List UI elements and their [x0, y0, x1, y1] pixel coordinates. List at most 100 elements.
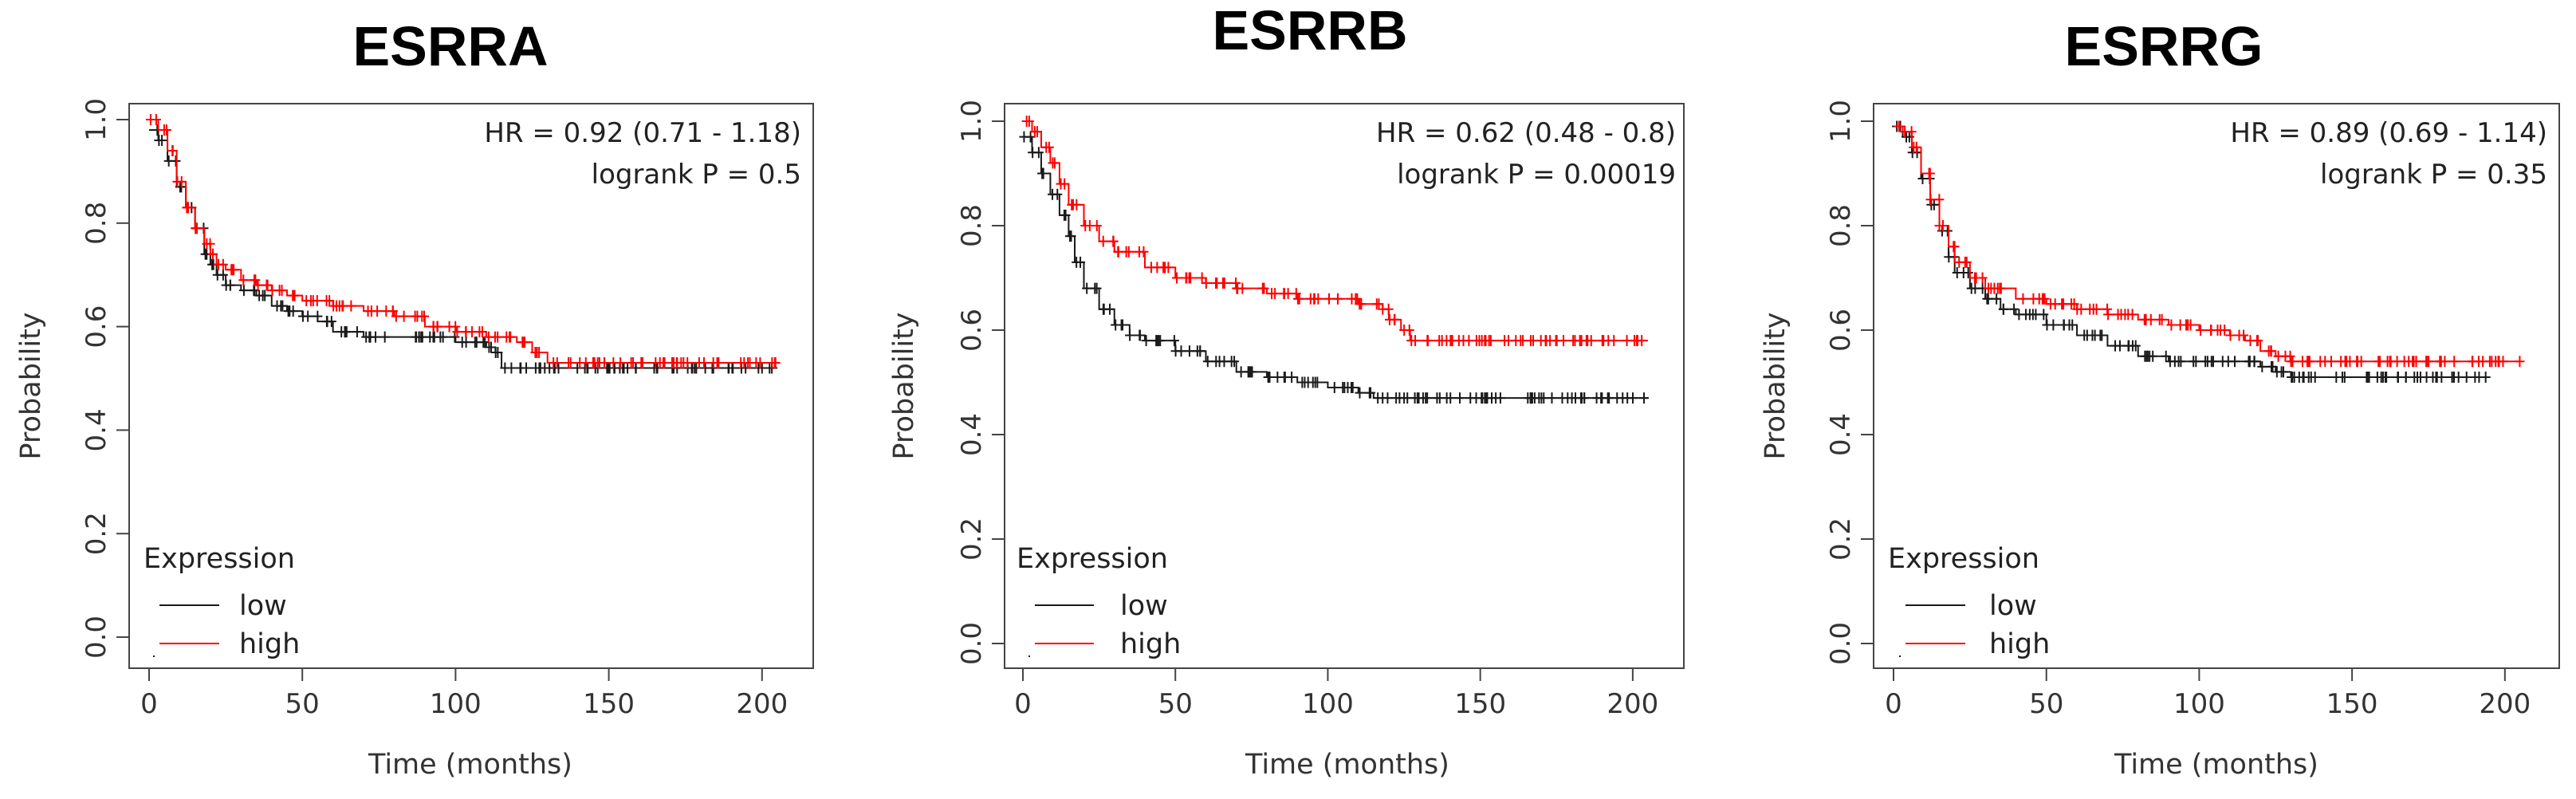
- censor-mark-low: [2276, 366, 2287, 378]
- panel-esrrb: ESRRB 0 50 100 150 200 0.0 0.2 0.4 0.6 0.8 1.0 Ti…: [888, 0, 1685, 781]
- censor-mark-low: [707, 362, 718, 374]
- y-tick-label: 0.8: [1825, 204, 1857, 247]
- censor-mark-low: [2470, 371, 2480, 383]
- censor-mark-high: [205, 238, 215, 250]
- censor-mark-high: [1378, 303, 1388, 315]
- censor-mark-high: [1324, 293, 1335, 305]
- censor-mark-high: [1172, 272, 1182, 284]
- censor-mark-high: [1113, 246, 1123, 258]
- censor-mark-low: [2097, 329, 2107, 341]
- censor-mark-low: [2165, 356, 2175, 368]
- censor-mark-low: [2206, 356, 2216, 368]
- panel-esrrg: ESRRG 0 50 100 150 200 0.0 0.2 0.4 0.6 0.8 1.0 Ti…: [1760, 15, 2560, 781]
- censor-mark-high: [2059, 298, 2069, 310]
- censor-mark-high: [1098, 235, 1108, 247]
- logrank-p: logrank P = 0.00019: [1397, 159, 1676, 191]
- y-tick-label: 1.0: [1825, 100, 1857, 143]
- censor-mark-high: [1283, 288, 1293, 300]
- censor-mark-low: [2266, 360, 2276, 372]
- hazard-ratio: HR = 0.92 (0.71 - 1.18): [484, 117, 801, 149]
- censor-mark-low: [1125, 329, 1135, 341]
- censor-mark-low: [1481, 392, 1492, 404]
- censor-mark-high: [1631, 335, 1642, 347]
- censor-mark-high: [1404, 325, 1414, 336]
- plot-frame: [128, 103, 814, 669]
- censor-mark-low: [490, 347, 501, 359]
- y-tick-label: 0.8: [956, 204, 988, 247]
- censor-mark-low: [572, 362, 583, 374]
- y-tick-label: 0.6: [1825, 309, 1857, 352]
- censor-mark-low: [276, 300, 286, 312]
- censor-mark-low: [1373, 392, 1383, 404]
- censor-mark-high: [2102, 303, 2113, 315]
- y-tick-label: 0.6: [956, 309, 988, 352]
- censor-mark-high: [1423, 335, 1434, 347]
- censor-mark-high: [2166, 319, 2177, 331]
- legend-dot: [153, 655, 155, 657]
- censor-mark-low: [1066, 230, 1076, 242]
- censor-mark-low: [1082, 282, 1092, 294]
- censor-mark-low: [1445, 392, 1456, 404]
- censor-mark-low: [506, 362, 517, 374]
- censor-mark-high: [1313, 293, 1323, 305]
- censor-mark-high: [1160, 262, 1170, 274]
- censor-mark-low: [1303, 376, 1313, 388]
- y-axis-label: Probability: [888, 312, 920, 459]
- y-axis: 0.0 0.2 0.4 0.6 0.8 1.0: [81, 98, 129, 659]
- censor-mark-high: [1960, 256, 1970, 268]
- censor-mark-low: [340, 326, 351, 338]
- censor-mark-high: [1984, 282, 1994, 294]
- legend-entry-low: low: [239, 590, 287, 622]
- censor-mark-low: [1434, 392, 1445, 404]
- censor-mark-high: [599, 357, 609, 369]
- censor-mark-low: [1048, 188, 1058, 200]
- censor-mark-high: [1485, 335, 1496, 347]
- censor-mark-high: [563, 357, 573, 369]
- censor-mark-low: [1028, 147, 1038, 159]
- censor-mark-low: [1192, 345, 1202, 357]
- censor-mark-low: [1455, 392, 1465, 404]
- censor-mark-high: [2493, 356, 2503, 368]
- censor-mark-high: [399, 310, 409, 322]
- censor-mark-high: [1622, 335, 1632, 347]
- logrank-p: logrank P = 0.5: [592, 159, 801, 191]
- censor-mark-low: [303, 310, 313, 322]
- censor-mark-high: [474, 326, 485, 338]
- censor-mark-high: [1516, 335, 1526, 347]
- censor-mark-low: [2009, 303, 2020, 315]
- censor-mark-low: [380, 331, 390, 343]
- censor-mark-low: [1970, 282, 1980, 294]
- censor-mark-low: [1060, 209, 1071, 221]
- censor-mark-high: [301, 295, 312, 307]
- censor-mark-high: [1410, 335, 1421, 347]
- censor-mark-low: [1141, 335, 1151, 347]
- censor-mark-high: [1024, 116, 1034, 127]
- censor-mark-high: [1934, 194, 1945, 206]
- censor-mark-low: [2039, 309, 2049, 321]
- censor-mark-low: [260, 289, 270, 301]
- censor-mark-high: [1389, 313, 1399, 325]
- censor-mark-high: [2315, 356, 2326, 368]
- y-tick-label: 0.2: [956, 518, 988, 561]
- legend-title: Expression: [144, 543, 295, 575]
- legend-entry-high: high: [1989, 628, 2050, 660]
- censor-mark-low: [2124, 340, 2134, 352]
- censor-mark-low: [2244, 356, 2254, 368]
- censor-mark-high: [2045, 298, 2055, 310]
- censor-mark-low: [2042, 319, 2052, 331]
- censor-mark-low: [1604, 392, 1614, 404]
- censor-mark-low: [1151, 335, 1162, 347]
- censor-mark-low: [1135, 329, 1145, 341]
- x-tick-label: 150: [583, 688, 635, 720]
- censor-mark-low: [2449, 371, 2460, 383]
- censor-mark-low: [1983, 293, 1993, 305]
- censor-mark-high: [2245, 335, 2255, 347]
- censor-mark-high: [337, 300, 348, 312]
- censor-mark-low: [1076, 256, 1086, 268]
- censor-mark-high: [324, 295, 335, 307]
- legend-dot: [1028, 655, 1030, 657]
- censor-mark-high: [1197, 272, 1207, 284]
- censor-mark-low: [1263, 371, 1273, 383]
- censor-mark-low: [2020, 309, 2031, 321]
